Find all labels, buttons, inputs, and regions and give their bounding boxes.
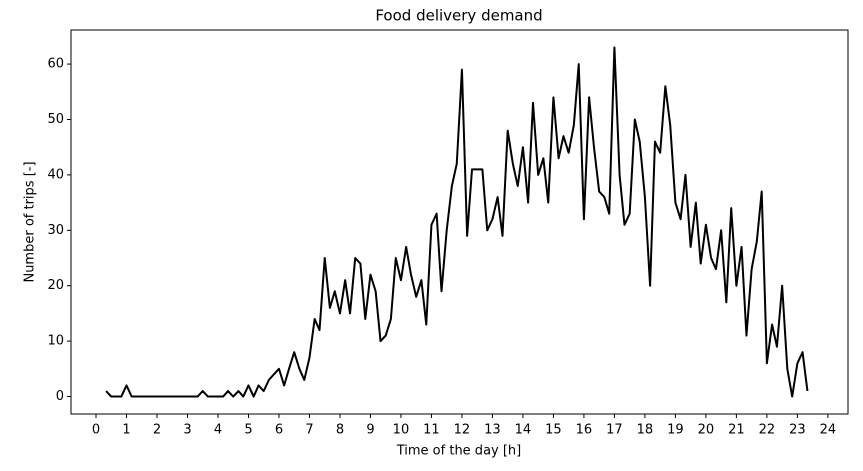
x-tick-label: 15 xyxy=(545,423,562,438)
x-tick-label: 1 xyxy=(122,423,130,438)
y-tick-label: 50 xyxy=(47,112,64,127)
y-tick-label: 60 xyxy=(47,57,64,72)
plot-frame xyxy=(70,29,849,415)
x-tick-label: 17 xyxy=(606,423,623,438)
x-tick-label: 7 xyxy=(305,423,313,438)
x-tick-label: 3 xyxy=(183,423,191,438)
x-tick-label: 22 xyxy=(759,423,776,438)
x-tick-label: 9 xyxy=(366,423,374,438)
x-tick-label: 8 xyxy=(336,423,344,438)
y-tick-label: 20 xyxy=(47,278,64,293)
x-tick-label: 6 xyxy=(275,423,283,438)
y-axis-label: Number of trips [-] xyxy=(23,161,38,282)
x-tick-label: 11 xyxy=(423,423,440,438)
x-tick-label: 16 xyxy=(576,423,593,438)
x-tick-label: 13 xyxy=(484,423,501,438)
x-tick-label: 19 xyxy=(667,423,684,438)
data-line xyxy=(105,46,809,398)
x-tick-label: 14 xyxy=(515,423,532,438)
x-tick-label: 24 xyxy=(820,423,837,438)
x-tick-label: 23 xyxy=(789,423,806,438)
y-tick-label: 0 xyxy=(56,389,64,404)
y-tick-label: 40 xyxy=(47,167,64,182)
x-axis-label: Time of the day [h] xyxy=(396,444,522,459)
x-tick-label: 10 xyxy=(393,423,410,438)
x-tick-label: 12 xyxy=(454,423,471,438)
x-tick-label: 2 xyxy=(153,423,161,438)
x-tick-label: 0 xyxy=(92,423,100,438)
x-tick-label: 21 xyxy=(728,423,745,438)
x-tick-label: 4 xyxy=(214,423,222,438)
chart-title: Food delivery demand xyxy=(375,7,542,25)
y-tick-label: 10 xyxy=(47,334,64,349)
y-tick-label: 30 xyxy=(47,223,64,238)
x-tick-label: 18 xyxy=(637,423,654,438)
x-tick-label: 20 xyxy=(698,423,715,438)
x-tick-label: 5 xyxy=(244,423,252,438)
